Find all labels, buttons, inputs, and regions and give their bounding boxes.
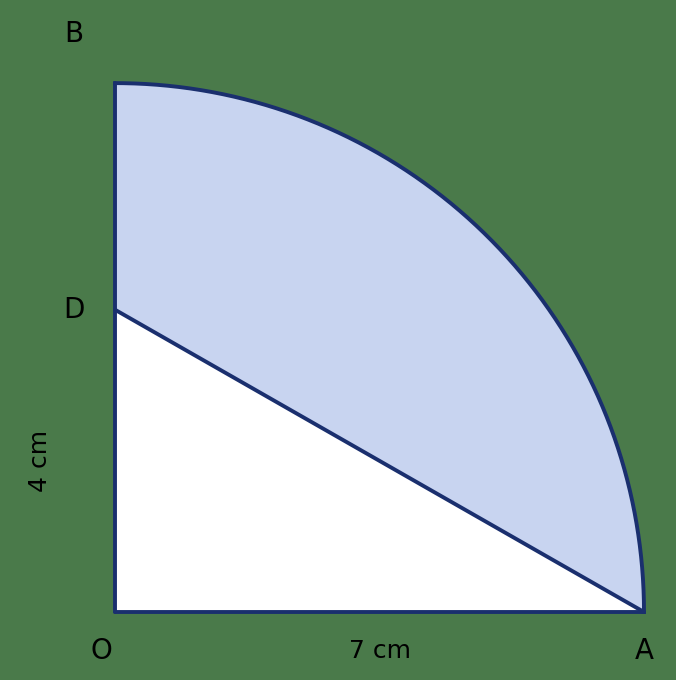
Text: A: A (635, 637, 654, 665)
Polygon shape (115, 83, 644, 612)
Text: B: B (64, 20, 83, 48)
Text: 7 cm: 7 cm (349, 639, 410, 663)
Polygon shape (115, 83, 644, 612)
Text: 4 cm: 4 cm (28, 430, 51, 492)
Text: D: D (63, 296, 84, 324)
Text: O: O (91, 637, 112, 665)
